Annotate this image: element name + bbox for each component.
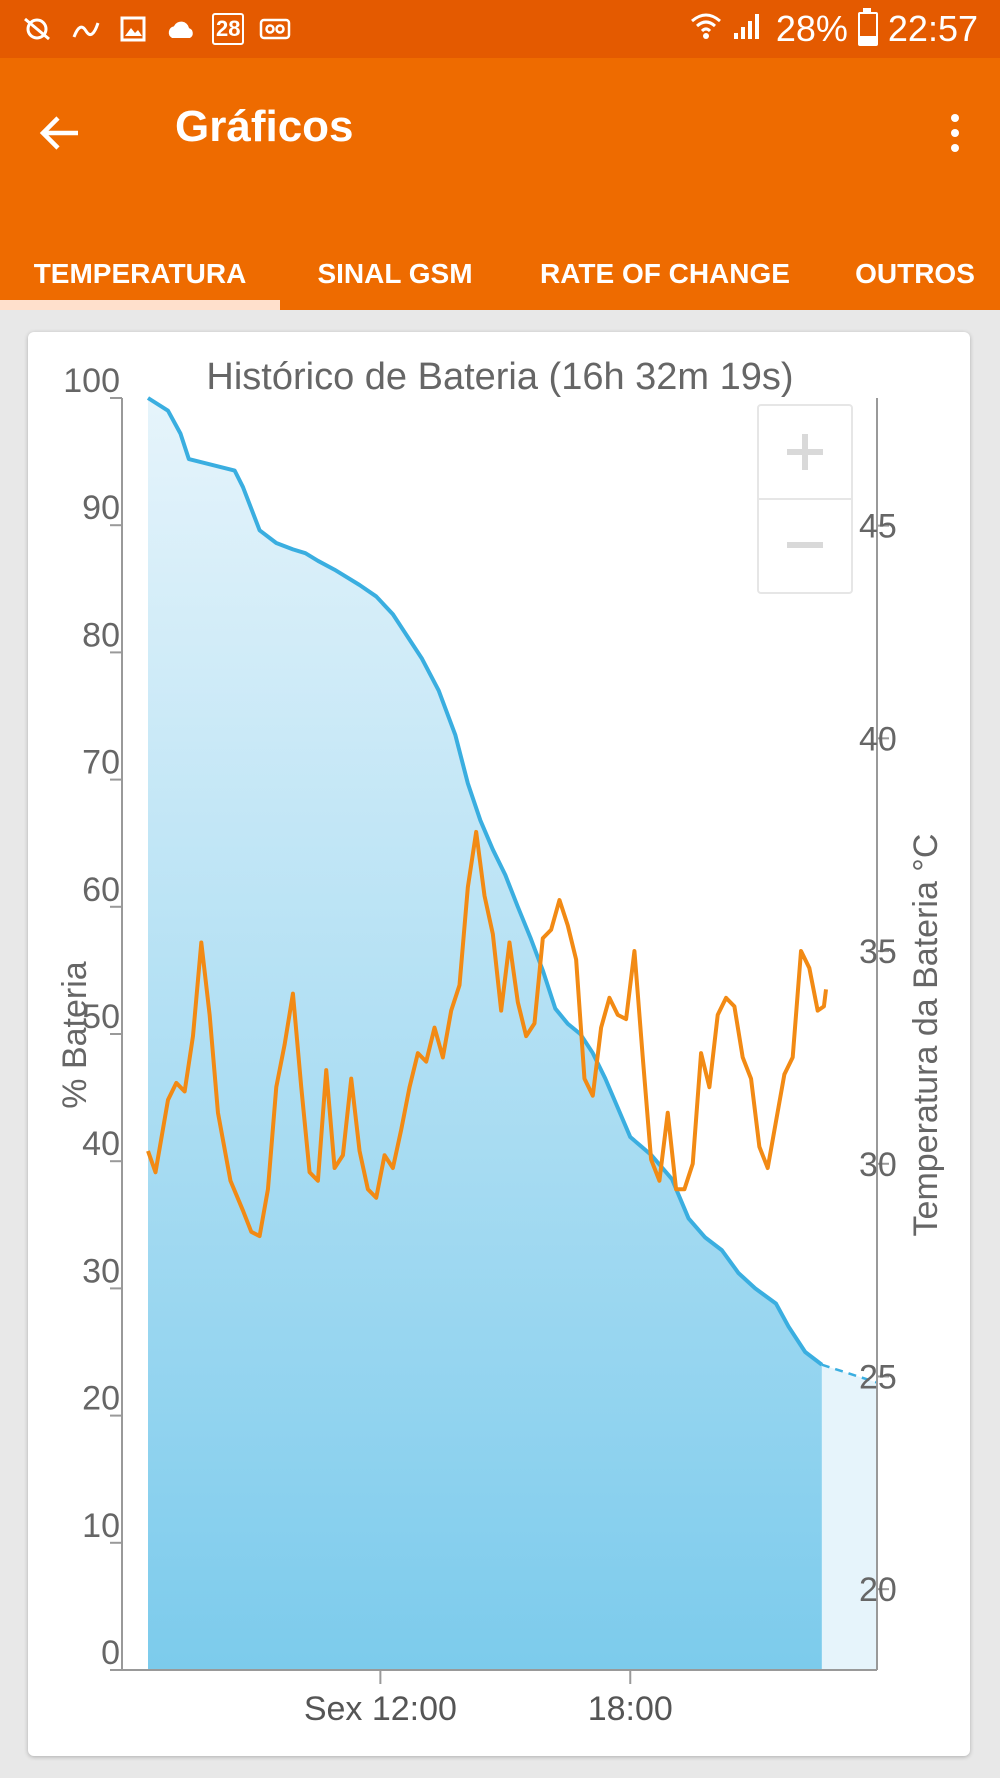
clock: 22:57 (887, 8, 978, 49)
y-left-tick-label: 90 (82, 489, 120, 527)
y-right-axis-label: Temperatura da Bateria °C (907, 834, 945, 1237)
tab-rate-of-change[interactable]: RATE OF CHANGE (540, 258, 790, 289)
more-options-button[interactable] (930, 103, 980, 163)
more-vert-icon (951, 114, 959, 122)
tab-indicator (0, 300, 280, 310)
y-left-tick-label: 0 (101, 1634, 120, 1672)
y-right-tick-label: 45 (859, 508, 897, 546)
calendar-icon: 28 (212, 13, 245, 45)
y-left-axis-label: % Bateria (56, 961, 94, 1108)
y-right-tick-label: 20 (859, 1571, 897, 1609)
tab-outros[interactable]: OUTROS (855, 258, 975, 289)
y-left-tick-label: 10 (82, 1507, 120, 1545)
battery-percent: 28% (775, 8, 848, 49)
battery-projection-area (821, 1364, 877, 1670)
battery-icon (857, 8, 878, 46)
battery-projection-line (821, 1363, 878, 1384)
zoom-out-button[interactable] (759, 499, 851, 591)
gesture-icon (68, 12, 102, 46)
y-right-tick-label: 35 (859, 933, 897, 971)
page-title: Gráficos (175, 102, 354, 151)
back-button[interactable] (30, 103, 90, 163)
battery-area (148, 398, 822, 1670)
status-icons-left: 28 (0, 12, 292, 46)
voicemail-icon (258, 12, 292, 46)
arrow-back-icon (39, 116, 78, 150)
image-icon (116, 12, 150, 46)
y-left-tick-label: 50 (82, 998, 120, 1036)
y-left-tick-label: 100 (63, 362, 120, 400)
wifi-icon (690, 8, 722, 50)
cloud-icon (164, 12, 198, 46)
y-right-tick-label: 30 (859, 1146, 897, 1184)
battery-line (146, 396, 824, 1367)
signal-icon (732, 8, 762, 50)
tab-temperatura[interactable]: TEMPERATURA (33, 258, 247, 289)
status-icons-right: 28% 22:57 (690, 0, 978, 58)
zoom-controls (757, 404, 853, 594)
y-left-tick-label: 20 (82, 1380, 120, 1418)
tab-sinal-gsm[interactable]: SINAL GSM (317, 258, 473, 289)
status-bar: 28 28% 22:57 (0, 0, 1000, 58)
plus-icon (787, 434, 823, 470)
minus-icon (787, 542, 823, 548)
y-left-tick-label: 30 (82, 1252, 120, 1290)
temperature-line (146, 829, 828, 1239)
notification-icon (20, 12, 54, 46)
zoom-in-button[interactable] (759, 406, 851, 500)
y-left-tick-label: 80 (82, 616, 120, 654)
y-left-tick-label: 70 (82, 744, 120, 782)
tab-bar: TEMPERATURA SINAL GSM RATE OF CHANGE OUT… (0, 238, 1000, 310)
chart-title: Histórico de Bateria (16h 32m 19s) (206, 356, 794, 398)
y-right-tick-label: 40 (859, 720, 897, 758)
y-left-tick-label: 60 (82, 871, 120, 909)
y-left-tick-label: 40 (82, 1125, 120, 1163)
app-bar: Gráficos TEMPERATURA SINAL GSM RATE OF C… (0, 58, 1000, 310)
x-tick-label: Sex 12:00 (304, 1690, 457, 1728)
y-right-tick-label: 25 (859, 1358, 897, 1396)
x-tick-label: 18:00 (588, 1690, 673, 1728)
